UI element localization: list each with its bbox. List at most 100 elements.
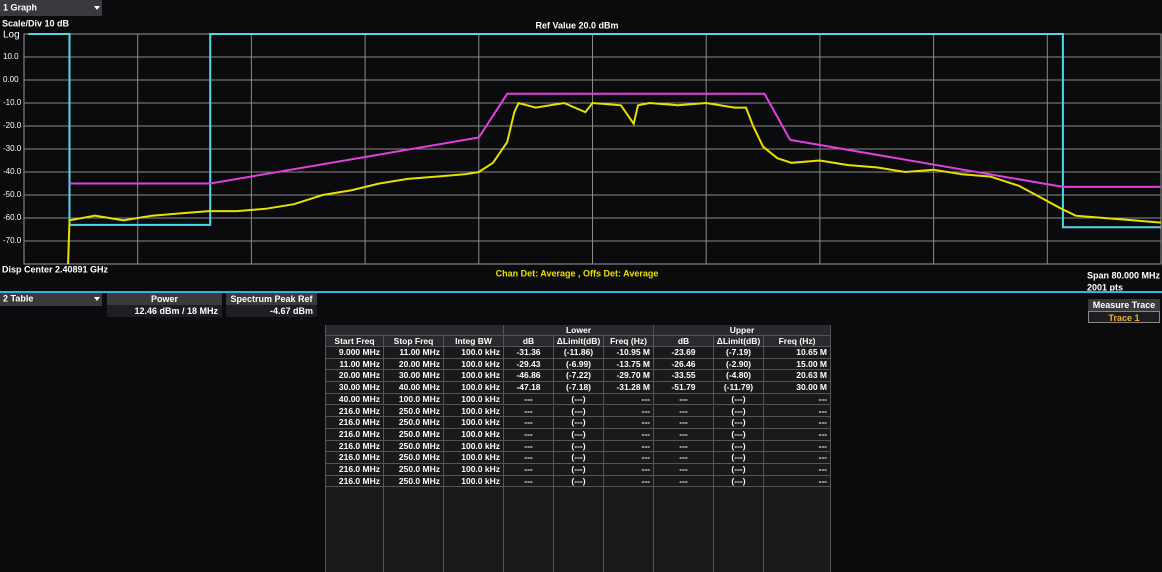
table-cell: --- — [764, 440, 831, 453]
table-cell: -47.18 — [504, 382, 554, 394]
y-tick-label: -40.0 — [3, 167, 22, 176]
table-cell: 100.0 kHz — [444, 347, 504, 359]
table-cell: (-6.99) — [554, 358, 604, 371]
table-cell: 11.00 MHz — [384, 347, 444, 359]
table-cell: --- — [654, 452, 714, 464]
results-table: Lower Upper Start Freq Stop Freq Integ BW dB Δ… — [325, 325, 831, 572]
table-cell: --- — [604, 393, 654, 406]
table-cell: --- — [604, 475, 654, 488]
table-cell: 250.0 MHz — [384, 475, 444, 488]
table-cell: --- — [764, 417, 831, 429]
table-cell: 15.00 M — [764, 358, 831, 371]
table-cell: --- — [654, 428, 714, 441]
empty-cell — [764, 487, 831, 572]
table-cell: 100.0 kHz — [444, 428, 504, 441]
table-cell: (-7.19) — [714, 347, 764, 359]
table-cell: 216.0 MHz — [326, 417, 384, 429]
table-cell: --- — [604, 464, 654, 476]
y-tick-label: -30.0 — [3, 144, 22, 153]
table-cell: -51.79 — [654, 382, 714, 394]
table-cell: --- — [604, 417, 654, 429]
table-cell: (---) — [714, 475, 764, 488]
table-cell: --- — [654, 464, 714, 476]
table-cell: --- — [654, 440, 714, 453]
table-cell: 216.0 MHz — [326, 464, 384, 476]
table-cell: 100.0 kHz — [444, 370, 504, 383]
power-value: 12.46 dBm / 18 MHz — [107, 305, 222, 317]
table-cell: --- — [764, 464, 831, 476]
table-cell: -29.70 M — [604, 370, 654, 383]
table-cell: 20.00 MHz — [384, 358, 444, 371]
empty-cell — [444, 487, 504, 572]
table-cell: (---) — [554, 440, 604, 453]
table-cell: 100.0 kHz — [444, 440, 504, 453]
peak-label: Spectrum Peak Ref — [226, 293, 317, 305]
table-cell: (-11.79) — [714, 382, 764, 394]
empty-cell — [604, 487, 654, 572]
table-cell: --- — [604, 428, 654, 441]
table-cell: --- — [504, 393, 554, 406]
table-cell: --- — [504, 475, 554, 488]
measure-value[interactable]: Trace 1 — [1088, 311, 1160, 323]
column-header: ΔLimit(dB) — [554, 336, 604, 347]
table-cell: 216.0 MHz — [326, 440, 384, 453]
table-cell: 100.0 MHz — [384, 393, 444, 406]
y-tick-label: -10.0 — [3, 98, 22, 107]
column-header: dB — [504, 336, 554, 347]
table-cell: (-2.90) — [714, 358, 764, 371]
table-cell: --- — [654, 475, 714, 488]
table-cell: --- — [764, 475, 831, 488]
scale-label: Scale/Div 10 dB — [2, 18, 70, 28]
dropdown-arrow — [94, 6, 100, 10]
table-cell: 20.63 M — [764, 370, 831, 383]
table-cell: (---) — [554, 452, 604, 464]
header-blank — [326, 325, 504, 336]
table-cell: --- — [654, 405, 714, 418]
column-header: Freq (Hz) — [604, 336, 654, 347]
trace — [28, 33, 1161, 229]
table-cell: 40.00 MHz — [326, 393, 384, 406]
y-tick-label: -50.0 — [3, 190, 22, 199]
dropdown-arrow — [94, 297, 100, 301]
table-menu[interactable] — [0, 293, 102, 306]
table-cell: -33.55 — [654, 370, 714, 383]
table-cell: -31.36 — [504, 347, 554, 359]
column-header: Start Freq — [326, 336, 384, 347]
table-cell: (---) — [714, 440, 764, 453]
peak-value: -4.67 dBm — [226, 305, 317, 317]
table-cell: 216.0 MHz — [326, 405, 384, 418]
column-header: dB — [654, 336, 714, 347]
table-cell: --- — [654, 417, 714, 429]
table-cell: 100.0 kHz — [444, 393, 504, 406]
ref-value: Ref Value 20.0 dBm — [535, 20, 618, 30]
table-cell: 30.00 M — [764, 382, 831, 394]
table-cell: 30.00 MHz — [326, 382, 384, 394]
scale-type: Log — [3, 30, 20, 41]
points: 2001 pts — [1087, 282, 1123, 292]
table-cell: --- — [764, 393, 831, 406]
table-cell: 250.0 MHz — [384, 464, 444, 476]
table-cell: --- — [504, 452, 554, 464]
table-cell: --- — [504, 405, 554, 418]
table-cell: --- — [654, 393, 714, 406]
table-cell: --- — [504, 440, 554, 453]
table-cell: --- — [604, 405, 654, 418]
column-header: Integ BW — [444, 336, 504, 347]
empty-cell — [504, 487, 554, 572]
y-tick-label: 0.00 — [3, 75, 19, 84]
table-cell: (-11.86) — [554, 347, 604, 359]
measure-label[interactable]: Measure Trace — [1088, 299, 1160, 311]
table-cell: -23.69 — [654, 347, 714, 359]
table-cell: 100.0 kHz — [444, 405, 504, 418]
table-cell: --- — [604, 452, 654, 464]
graph-menu[interactable] — [0, 0, 102, 16]
table-cell: 30.00 MHz — [384, 370, 444, 383]
power-label: Power — [107, 293, 222, 305]
table-cell: (---) — [714, 393, 764, 406]
column-header: Stop Freq — [384, 336, 444, 347]
graph-menu-label: 1 Graph — [3, 2, 37, 12]
table-cell: 100.0 kHz — [444, 382, 504, 394]
table-cell: (---) — [554, 428, 604, 441]
table-cell: 9.000 MHz — [326, 347, 384, 359]
